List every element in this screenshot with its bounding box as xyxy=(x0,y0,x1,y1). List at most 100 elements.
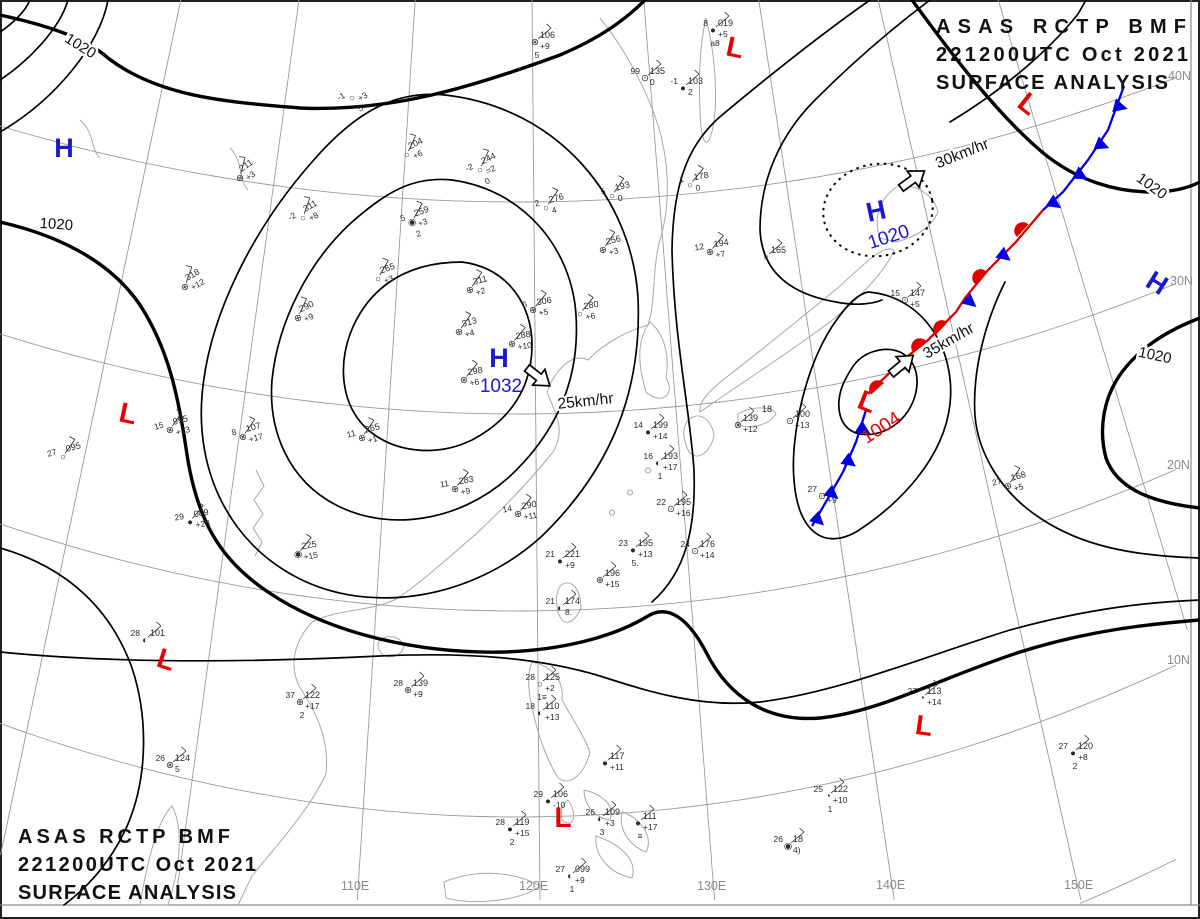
station-symbol: ● xyxy=(602,758,608,769)
station-tendency: +17 xyxy=(643,822,658,832)
low-pressure-center: L xyxy=(913,709,934,742)
station-pressure: 122 xyxy=(833,784,848,794)
station-pressure: 280 xyxy=(583,299,600,311)
station-plot: ⊙27 +9 xyxy=(808,484,837,505)
station-plot: ⊗15 995+13 xyxy=(153,409,192,437)
coast-indochina xyxy=(139,805,180,906)
wind-barb-feather xyxy=(176,409,183,413)
wind-barb xyxy=(471,272,483,287)
station-pressure: 193 xyxy=(663,451,678,461)
station-plot: 18 xyxy=(762,404,772,414)
wind-barb-feather xyxy=(311,683,317,689)
station-extra: 5. xyxy=(631,558,638,568)
station-symbol: ○ xyxy=(763,252,769,263)
cold-front-triangle-icon xyxy=(1045,194,1062,209)
station-plot: ⊕11 265+1 xyxy=(346,417,381,445)
station-plot: ◉5 259+32 xyxy=(399,200,430,239)
station-plot: ◐18 110+13 xyxy=(526,694,560,722)
station-temp: 11 xyxy=(346,428,357,440)
wind-barb xyxy=(171,412,183,427)
wind-barb xyxy=(537,27,552,40)
movement-arrow-icon xyxy=(523,363,552,387)
wind-barb xyxy=(147,625,162,638)
wind-barb-feather xyxy=(368,417,375,421)
station-symbol: ◔ xyxy=(825,791,831,802)
station-pressure: 109 xyxy=(605,807,620,817)
isobar-line xyxy=(0,547,145,906)
longitude-label: 120E xyxy=(519,879,548,893)
station-tendency: -10 xyxy=(553,800,566,810)
station-pressure: 168 xyxy=(1010,469,1027,483)
station-temp: -1 xyxy=(670,76,678,86)
station-symbol: ● xyxy=(630,545,636,556)
station-symbol: ⊗ xyxy=(165,424,176,437)
longitude-label: 150E xyxy=(1064,878,1093,892)
station-extra: ≡ xyxy=(638,831,643,841)
station-temp: -2 xyxy=(286,210,298,223)
wind-barb-feather xyxy=(777,238,783,244)
station-plot: ●29 089+28 xyxy=(174,501,211,530)
station-tendency: +17 xyxy=(663,462,678,472)
station-temp: 26 xyxy=(774,834,784,844)
wind-barb-feather xyxy=(801,402,807,408)
station-pressure: 176 xyxy=(700,539,715,549)
station-symbol: ○ xyxy=(59,451,67,463)
wind-barb-feather xyxy=(669,444,675,450)
station-temp: 5 xyxy=(599,186,606,197)
latitude-label: 30N xyxy=(1170,274,1193,288)
station-pressure: 019 xyxy=(718,18,733,28)
wind-barb xyxy=(697,536,712,549)
station-tendency: +13 xyxy=(175,424,192,437)
station-pressure: 135 xyxy=(650,66,665,76)
station-symbol: ⊕ xyxy=(296,697,304,708)
latitude-line xyxy=(0,77,1177,203)
station-symbol: ◐ xyxy=(142,635,148,646)
wind-barb-feather xyxy=(682,490,688,496)
station-pressure: 221 xyxy=(565,549,580,559)
wind-barb xyxy=(300,537,312,551)
station-symbol: ⊗ xyxy=(734,420,742,431)
wind-barb xyxy=(830,781,845,794)
chart-time-top: 221200UTC Oct 2021 xyxy=(936,44,1188,66)
station-symbol: ○ xyxy=(537,679,543,690)
wind-barb-feather xyxy=(839,777,845,783)
isobar-1020-thick xyxy=(0,0,647,111)
station-pressure: 110 xyxy=(545,701,559,711)
station-tendency: +2 xyxy=(475,285,487,297)
station-plot: ●14 199+14 xyxy=(634,413,668,441)
station-symbol: ⊕ xyxy=(596,575,604,586)
wind-barb-feather xyxy=(300,296,307,299)
wind-barb-feather xyxy=(644,531,650,537)
station-plot: ◐27 099+91 xyxy=(556,857,590,894)
lat-lon-graticule xyxy=(0,0,1188,904)
isobar-line xyxy=(0,0,31,33)
latitude-label: 40N xyxy=(1168,69,1191,83)
station-tendency: +3 xyxy=(382,273,395,286)
station-plot: ⊕28 139+9 xyxy=(394,671,428,699)
station-tendency: 0 xyxy=(695,182,702,193)
wind-barb-feather xyxy=(916,281,922,287)
wind-barb-feather xyxy=(552,187,559,191)
station-pressure: 311 xyxy=(472,273,488,286)
station-plot: ⊙15 147+5 xyxy=(891,281,925,309)
station-plot: ◐26 109+33 xyxy=(586,800,620,837)
coast-hokkaido xyxy=(876,185,939,243)
cold-front-triangle-icon xyxy=(1072,166,1088,180)
station-extra: 3 xyxy=(600,827,605,837)
station-tendency: +9 xyxy=(827,495,837,505)
wind-barb-feather xyxy=(618,175,625,179)
station-plot: ◉26 184) xyxy=(774,827,805,855)
station-temp: 29 xyxy=(174,511,185,523)
coast-honshu xyxy=(699,248,895,413)
station-tendency: +9 xyxy=(540,41,550,51)
wind-barb-feather xyxy=(471,359,478,364)
station-pressure: 089 xyxy=(193,507,210,519)
station-symbol: ⊕ xyxy=(513,508,523,520)
station-symbol: ⊕ xyxy=(465,284,476,297)
low-pressure-center: L xyxy=(554,802,571,833)
movement-arrow-icon xyxy=(887,354,915,379)
wind-barb xyxy=(792,406,807,419)
